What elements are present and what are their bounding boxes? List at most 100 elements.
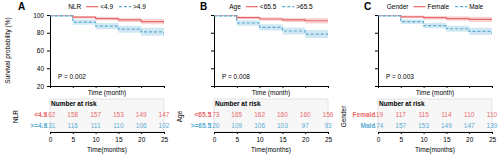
tick-mark: [469, 86, 470, 88]
tick: [260, 86, 261, 88]
risk-count: 174: [373, 122, 384, 129]
risk-table-variable: NLR: [12, 110, 19, 123]
legend-swatch: [282, 6, 294, 7]
risk-count: 160: [300, 111, 311, 118]
tick-mark: [47, 68, 50, 69]
tick-mark: [73, 132, 74, 134]
tick-label: 0: [49, 136, 53, 143]
axis-line: [379, 132, 493, 133]
legend-label: >65.5: [296, 3, 313, 10]
risk-count: 160: [277, 111, 288, 118]
tick: 25: [489, 132, 497, 143]
tick: [375, 68, 378, 69]
tick-label: 10: [256, 136, 264, 143]
tick-mark: [214, 132, 215, 134]
y-axis: [375, 16, 379, 87]
tick-mark: [375, 86, 378, 87]
tick-mark: [424, 86, 425, 88]
tick-label: 20: [302, 136, 310, 143]
tick-label: 0: [377, 136, 381, 143]
x-axis-title: Time (month): [416, 89, 454, 97]
risk-count: 119: [373, 111, 384, 118]
legend: GenderFemaleMale: [387, 3, 484, 10]
tick: 40: [37, 65, 50, 72]
legend-title: Gender: [387, 3, 410, 10]
risk-table-variable: Gender: [340, 105, 347, 128]
tick-mark: [164, 86, 165, 88]
risk-table-title: Number at risk: [215, 100, 261, 107]
tick: [424, 86, 425, 88]
x-axis: 0510152025: [213, 132, 333, 143]
legend: Age<65.5>65.5: [229, 3, 313, 11]
tick-mark: [328, 86, 329, 88]
tick-mark: [378, 132, 379, 134]
risk-count: 93: [324, 122, 332, 129]
tick: 20: [466, 132, 474, 143]
tick: 15: [115, 132, 123, 143]
risk-table-background: [214, 99, 328, 132]
survival-line: [214, 16, 328, 37]
tick: [469, 86, 470, 88]
tick-mark: [211, 33, 214, 34]
legend-swatch: [86, 6, 98, 7]
legend: NLR<4.9>4.9: [68, 3, 146, 10]
legend-label: Female: [427, 3, 449, 10]
risk-count: 106: [254, 122, 265, 129]
risk-count: 162: [45, 111, 56, 118]
tick-label: 15: [115, 136, 123, 143]
x-axis: [51, 86, 165, 88]
tick: 0: [213, 132, 217, 143]
risk-table-background: [50, 99, 164, 132]
risk-count: 147: [159, 111, 170, 118]
panel: 20406080100Survival probability (%)Time …: [4, 1, 170, 154]
y-axis-title: Survival probability (%): [4, 17, 12, 83]
tick: 80: [37, 29, 50, 36]
tick-mark: [375, 33, 378, 34]
tick-label: 100: [33, 12, 44, 19]
tick-mark: [375, 68, 378, 69]
tick-label: 40: [37, 65, 45, 72]
risk-count: 149: [136, 111, 147, 118]
tick-mark: [214, 86, 215, 88]
risk-count: 110: [464, 111, 475, 118]
tick: [211, 68, 214, 69]
tick: [73, 86, 74, 88]
survival-line: [50, 16, 164, 35]
tick: 0: [49, 132, 53, 143]
risk-count: 162: [254, 111, 265, 118]
tick-label: 15: [443, 136, 451, 143]
risk-table-title: Number at risk: [379, 100, 425, 107]
risk-count: 153: [113, 111, 124, 118]
tick-mark: [282, 132, 283, 134]
tick-mark: [492, 132, 493, 134]
risk-count: 157: [90, 111, 101, 118]
risk-count: 173: [209, 111, 220, 118]
tick: 5: [399, 132, 403, 143]
plot-area: [378, 15, 492, 38]
tick-label: 5: [399, 136, 403, 143]
plot-area: [50, 15, 164, 39]
tick-mark: [375, 51, 378, 52]
tick-label: 25: [161, 136, 169, 143]
tick-label: 20: [466, 136, 474, 143]
tick: 20: [138, 132, 146, 143]
tick-label: 0: [213, 136, 217, 143]
tick: [50, 86, 51, 88]
x-axis-title: Time (month): [252, 89, 290, 97]
confidence-band: [378, 15, 492, 38]
risk-count: 156: [323, 111, 334, 118]
tick: 0: [377, 132, 381, 143]
x-axis: 0510152025: [49, 132, 169, 143]
axis-line: [215, 86, 329, 87]
risk-count: 157: [395, 122, 406, 129]
y-axis: [211, 16, 215, 87]
chart-root: 20406080100Survival probability (%)Time …: [0, 0, 500, 165]
tick-mark: [164, 132, 165, 134]
tick: [375, 51, 378, 52]
tick: 60: [37, 47, 50, 54]
tick-mark: [211, 51, 214, 52]
risk-count: 131: [45, 122, 56, 129]
risk-table-x-title: Time(months): [415, 146, 455, 154]
tick-label: 25: [489, 136, 497, 143]
tick-mark: [211, 68, 214, 69]
